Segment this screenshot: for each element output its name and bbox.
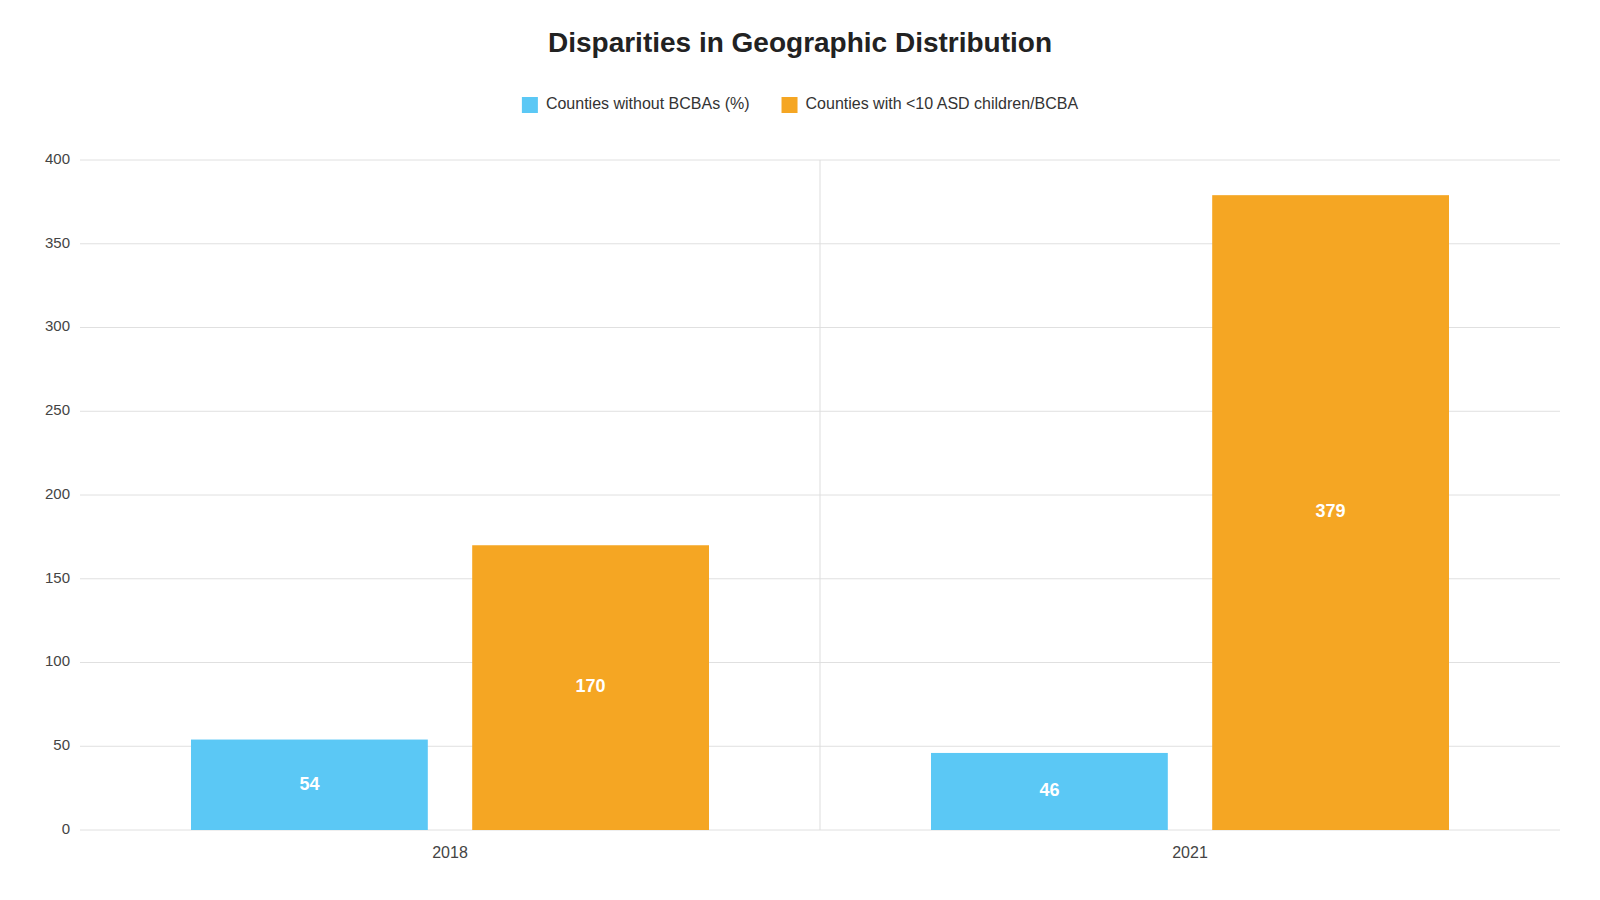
y-tick-label: 350 bbox=[45, 234, 70, 251]
data-labels: 54 46 170 379 bbox=[299, 501, 1345, 800]
y-tick-label: 150 bbox=[45, 569, 70, 586]
legend-item: Counties with <10 ASD children/BCBA bbox=[782, 95, 1079, 113]
y-tick-label: 200 bbox=[45, 485, 70, 502]
chart: Disparities in Geographic Distribution 0 5… bbox=[0, 0, 1600, 900]
bar bbox=[931, 753, 1168, 830]
data-label: 170 bbox=[576, 676, 606, 696]
legend-item: Counties without BCBAs (%) bbox=[522, 95, 750, 113]
y-tick-label: 50 bbox=[53, 736, 70, 753]
bars bbox=[191, 195, 1449, 830]
legend-label: Counties with <10 ASD children/BCBA bbox=[806, 95, 1079, 112]
bar bbox=[472, 545, 709, 830]
bar bbox=[191, 740, 428, 830]
y-tick-label: 300 bbox=[45, 317, 70, 334]
y-tick-label: 0 bbox=[62, 820, 70, 837]
title: Disparities in Geographic Distribution bbox=[548, 27, 1052, 58]
group-divider bbox=[820, 160, 821, 830]
data-label: 46 bbox=[1039, 780, 1059, 800]
legend-swatch bbox=[782, 97, 798, 113]
data-label: 54 bbox=[299, 774, 319, 794]
grid bbox=[80, 160, 1560, 830]
legend-label: Counties without BCBAs (%) bbox=[546, 95, 750, 112]
x-tick-label: 2021 bbox=[1172, 844, 1208, 861]
legend: Counties without BCBAs (%) Counties with … bbox=[522, 95, 1079, 113]
y-tick-label: 250 bbox=[45, 401, 70, 418]
y-axis: 0 50 100 150 200 250 300 350 400 bbox=[45, 150, 70, 837]
x-axis: 2018 2021 bbox=[432, 844, 1208, 861]
y-tick-label: 100 bbox=[45, 652, 70, 669]
chart-container: Disparities in Geographic Distribution 0 5… bbox=[0, 0, 1600, 900]
legend-swatch bbox=[522, 97, 538, 113]
y-tick-label: 400 bbox=[45, 150, 70, 167]
x-tick-label: 2018 bbox=[432, 844, 468, 861]
bar bbox=[1212, 195, 1449, 830]
data-label: 379 bbox=[1316, 501, 1346, 521]
